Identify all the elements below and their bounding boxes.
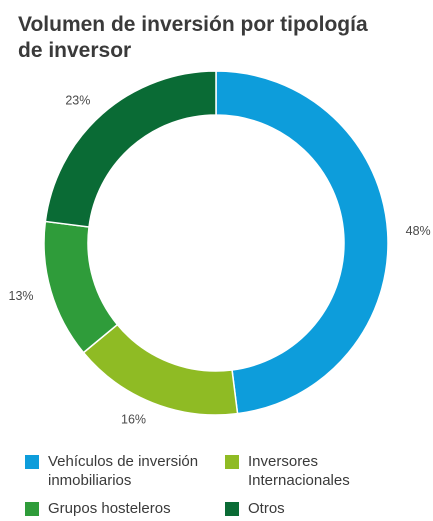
legend-label-vehiculos: Vehículos de inversión inmobiliarios	[48, 453, 199, 489]
chart-title-line-2: de inversor	[18, 39, 132, 62]
legend-swatch-vehiculos	[25, 455, 39, 469]
legend-swatch-internacionales	[225, 455, 239, 469]
legend-item-otros: Otros	[225, 499, 285, 518]
chart-title: Volumen de inversión por tipología de in…	[18, 12, 418, 64]
slice-label-otros: 23%	[65, 93, 90, 107]
legend-item-hosteleros: Grupos hosteleros	[25, 499, 171, 518]
donut-slice-hosteleros	[43, 220, 119, 354]
slice-label-internacionales: 16%	[121, 413, 146, 427]
donut-slice-internacionales	[82, 323, 239, 416]
donut-chart: 48% 16% 13% 23%	[9, 70, 431, 427]
chart-title-line-1: Volumen de inversión por tipología	[18, 13, 368, 36]
legend-swatch-hosteleros	[25, 502, 39, 516]
slice-label-vehiculos: 48%	[406, 224, 431, 238]
legend-swatch-otros	[225, 502, 239, 516]
donut-slice-vehiculos	[215, 70, 389, 415]
legend-label-internacionales: Inversores Internacionales	[248, 453, 350, 489]
slice-label-hosteleros: 13%	[9, 289, 34, 303]
legend-item-vehiculos: Vehículos de inversión inmobiliarios	[25, 452, 198, 490]
legend-item-internacionales: Inversores Internacionales	[225, 452, 350, 490]
legend-label-otros: Otros	[248, 500, 285, 517]
legend-label-hosteleros: Grupos hosteleros	[48, 500, 171, 517]
donut-slice-otros	[44, 70, 217, 228]
